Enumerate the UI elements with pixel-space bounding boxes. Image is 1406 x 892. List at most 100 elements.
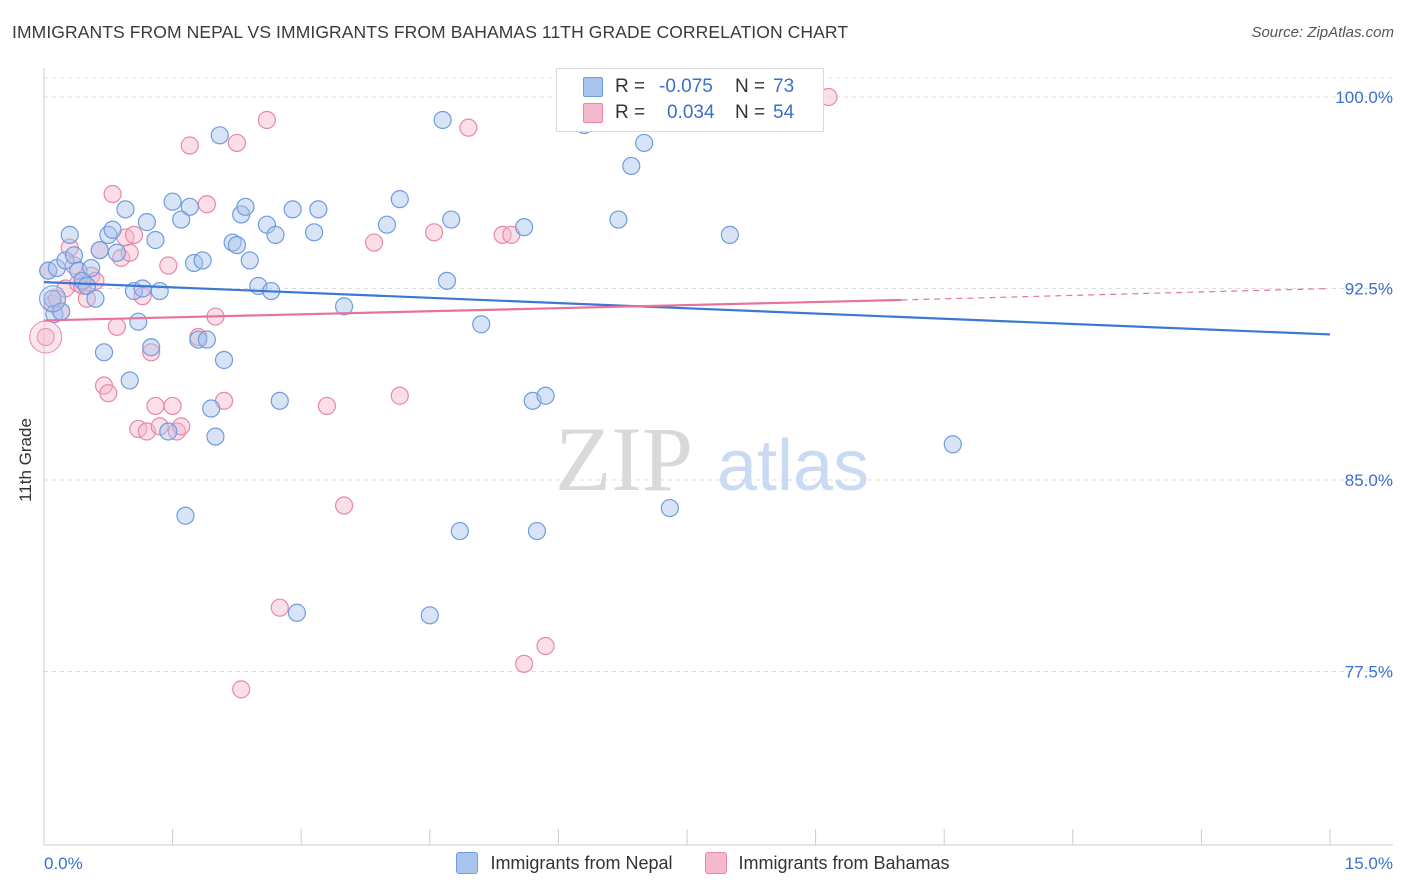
bahamas-point — [99, 384, 118, 403]
nepal-point — [163, 192, 182, 211]
nepal-point — [172, 210, 191, 229]
nepal-point — [442, 210, 461, 229]
nepal-point — [176, 506, 195, 525]
nepal-point — [450, 521, 469, 541]
nepal-point — [133, 279, 152, 298]
nepal-point — [77, 276, 96, 296]
y-tick-label: 77.5% — [1345, 663, 1393, 682]
nepal-point — [90, 241, 109, 260]
nepal-point — [94, 343, 114, 362]
bahamas-point — [536, 636, 555, 656]
bahamas-point — [257, 110, 277, 130]
axes — [43, 68, 1393, 846]
bahamas-point — [270, 598, 289, 617]
nepal-point — [202, 399, 221, 418]
nepal-point — [146, 230, 165, 250]
nepal-point — [120, 371, 139, 390]
nepal-point — [472, 315, 491, 334]
grid-lines — [44, 77, 1393, 672]
nepal-point — [390, 190, 409, 209]
nepal-point — [240, 251, 259, 270]
data-points — [29, 87, 962, 699]
nepal-point — [137, 213, 156, 232]
nepal-point — [210, 126, 229, 145]
nepal-point — [515, 218, 534, 237]
legend-item-bahamas: Immigrants from Bahamas — [704, 852, 950, 874]
bahamas-point — [390, 386, 409, 405]
bahamas-point — [459, 118, 478, 137]
legend-row-bahamas: R = 0.034 N = 54 — [583, 100, 794, 126]
nepal-point — [150, 281, 169, 301]
bahamas-point — [424, 223, 444, 242]
stats-legend: R = -0.075 N = 73 R = 0.034 N = 54 — [556, 68, 824, 132]
bahamas-point — [107, 317, 126, 336]
nepal-point — [304, 223, 324, 242]
bahamas-point — [133, 287, 152, 306]
bahamas-point — [364, 233, 384, 252]
bahamas-point — [120, 243, 139, 262]
nepal-trend-line — [43, 281, 1331, 336]
nepal-point — [142, 338, 161, 357]
nepal-point — [622, 156, 641, 176]
legend-swatch-nepal — [456, 852, 479, 874]
bahamas-point — [334, 496, 354, 515]
watermark-atlas: atlas — [717, 426, 869, 506]
nepal-point — [635, 133, 654, 153]
nepal-point — [86, 289, 105, 308]
nepal-point — [129, 312, 148, 331]
legend-row-nepal: R = -0.075 N = 73 — [583, 74, 794, 100]
series-legend: Immigrants from Nepal Immigrants from Ba… — [0, 852, 1406, 874]
nepal-point — [116, 200, 135, 219]
r-label: R = — [615, 102, 646, 123]
nepal-point — [720, 225, 739, 244]
watermark: ZIP atlas — [555, 408, 869, 510]
x-tick-label-min: 0.0% — [44, 854, 83, 873]
nepal-point — [437, 271, 457, 290]
nepal-point — [334, 297, 354, 316]
legend-swatch-bahamas — [583, 103, 603, 123]
bahamas-trend-line — [43, 298, 902, 322]
nepal-point — [227, 235, 246, 255]
legend-item-nepal: Immigrants from Nepal — [456, 852, 673, 874]
nepal-point — [206, 427, 225, 446]
bahamas-point — [159, 256, 178, 275]
nepal-point — [107, 243, 126, 262]
legend-swatch-bahamas — [704, 852, 727, 874]
nepal-point — [266, 225, 285, 244]
bahamas-point — [146, 396, 165, 416]
bahamas-trend-extension — [901, 287, 1331, 301]
bahamas-point — [197, 195, 216, 214]
bahamas-point — [163, 396, 182, 416]
r-label: R = — [615, 76, 646, 97]
bahamas-point — [515, 654, 534, 673]
n-label: N = — [735, 76, 766, 97]
bahamas-point — [103, 184, 122, 204]
legend-label-bahamas: Immigrants from Bahamas — [738, 852, 950, 873]
y-axis-label: 11th Grade — [16, 418, 35, 502]
r-value: 0.034 — [667, 102, 715, 123]
tick-labels: 77.5% 85.0% 92.5% 100.0% 0.0% 15.0% — [44, 88, 1393, 873]
source-label: Source: ZipAtlas.com — [1251, 24, 1394, 41]
n-value: 73 — [773, 76, 795, 97]
nepal-point — [82, 258, 101, 278]
nepal-point — [527, 521, 547, 541]
nepal-point — [193, 251, 212, 270]
nepal-point — [197, 330, 216, 349]
n-value: 54 — [773, 102, 795, 123]
bahamas-point — [317, 396, 337, 416]
bahamas-point — [180, 136, 199, 155]
nepal-point — [180, 197, 199, 216]
nepal-point — [64, 246, 84, 265]
bahamas-point — [29, 320, 63, 354]
nepal-point — [283, 200, 302, 219]
y-tick-label: 85.0% — [1345, 471, 1393, 490]
nepal-point — [420, 606, 439, 625]
legend-label-nepal: Immigrants from Nepal — [490, 852, 673, 873]
nepal-point — [56, 251, 75, 270]
nepal-point — [536, 386, 555, 405]
nepal-point — [214, 350, 234, 370]
y-tick-label: 92.5% — [1345, 280, 1393, 299]
n-label: N = — [735, 102, 766, 123]
nepal-point — [660, 498, 679, 518]
